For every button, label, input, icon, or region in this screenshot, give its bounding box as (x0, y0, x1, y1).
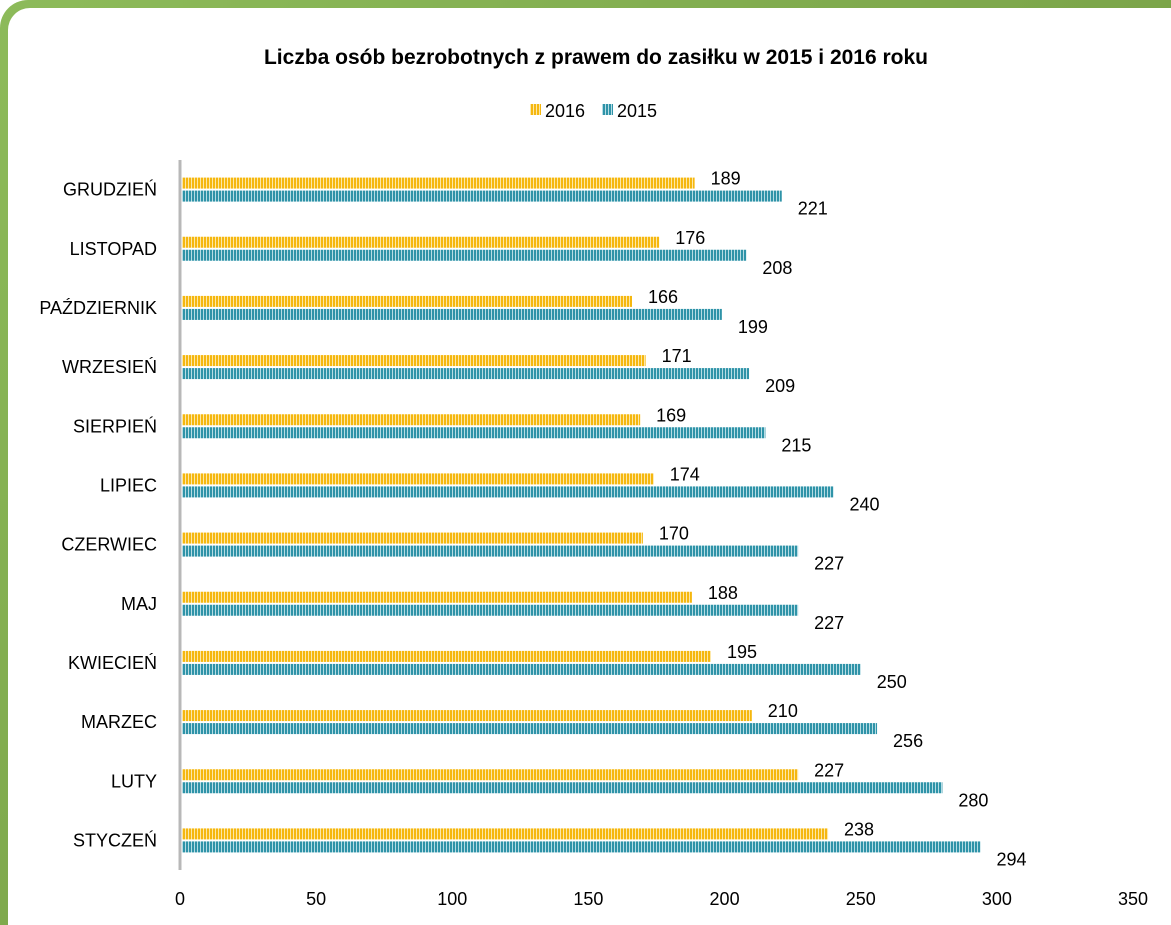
category-label: PAŹDZIERNIK (39, 298, 157, 318)
data-label-2015: 208 (762, 258, 792, 278)
category-label: MAJ (121, 594, 157, 614)
x-tick-label: 200 (710, 889, 740, 909)
category-label: CZERWIEC (61, 535, 157, 555)
bar-2015 (182, 486, 834, 498)
category-label: SIERPIEŃ (73, 416, 157, 436)
axis: 0 50 100 150 200 250 300 350 (175, 160, 1148, 909)
x-tick-label: 250 (846, 889, 876, 909)
bar-2015 (182, 841, 981, 853)
bar-2016 (182, 828, 829, 840)
bar-2015 (182, 427, 766, 439)
x-tick-label: 150 (573, 889, 603, 909)
data-label-2015: 215 (781, 435, 811, 455)
bar-2016 (182, 295, 632, 307)
data-label-2016: 189 (711, 169, 741, 189)
bar-2015 (182, 782, 943, 794)
category-label: LUTY (111, 771, 157, 791)
category-label: MARZEC (81, 712, 157, 732)
category-label: STYCZEŃ (73, 830, 157, 850)
bar-2015 (182, 368, 750, 380)
chart-title: Liczba osób bezrobotnych z prawem do zas… (264, 46, 928, 69)
data-label-2016: 176 (675, 228, 705, 248)
data-label-2016: 210 (768, 701, 798, 721)
bar-2015 (182, 190, 782, 202)
category-label: LISTOPAD (70, 239, 157, 259)
x-tick-label: 100 (437, 889, 467, 909)
data-label-2016: 171 (662, 346, 692, 366)
category-label: KWIECIEŃ (68, 653, 157, 673)
bar-2016 (182, 414, 641, 426)
data-label-2016: 238 (844, 819, 874, 839)
legend-label: 2015 (617, 101, 657, 121)
data-label-2016: 170 (659, 524, 689, 544)
bar-2016 (182, 355, 646, 367)
bar-2015 (182, 249, 747, 261)
legend-label: 2016 (545, 101, 585, 121)
data-label-2015: 250 (877, 672, 907, 692)
data-label-2015: 294 (997, 849, 1027, 869)
bar-2016 (182, 710, 752, 722)
bars (182, 177, 981, 853)
bar-2016 (182, 236, 660, 248)
bar-2015 (182, 604, 799, 616)
bar-2016 (182, 532, 643, 544)
bar-2015 (182, 545, 799, 557)
category-label: WRZESIEŃ (62, 357, 157, 377)
labels: STYCZEŃ 238 294 LUTY 227 280 MARZEC 210 256 KWIEC… (39, 169, 1026, 870)
x-tick-label: 300 (982, 889, 1012, 909)
data-label-2015: 221 (798, 199, 828, 219)
data-label-2016: 166 (648, 287, 678, 307)
data-label-2015: 280 (958, 790, 988, 810)
category-label: GRUDZIEŃ (63, 180, 157, 200)
data-label-2016: 188 (708, 583, 738, 603)
x-tick-label: 50 (306, 889, 326, 909)
data-label-2015: 209 (765, 376, 795, 396)
data-label-2016: 174 (670, 464, 700, 484)
bar-2016 (182, 591, 692, 603)
data-label-2015: 199 (738, 317, 768, 337)
data-label-2015: 227 (814, 554, 844, 574)
bar-2015 (182, 723, 878, 735)
x-tick-label: 0 (175, 889, 185, 909)
data-label-2015: 240 (849, 494, 879, 514)
data-label-2016: 195 (727, 642, 757, 662)
bar-2016 (182, 473, 654, 485)
legend-swatch-2016 (530, 104, 541, 115)
data-label-2016: 169 (656, 405, 686, 425)
bar-2016 (182, 769, 799, 781)
bar-2015 (182, 308, 722, 320)
data-label-2015: 227 (814, 613, 844, 633)
legend: 2016 2015 (530, 101, 657, 121)
data-label-2015: 256 (893, 731, 923, 751)
x-tick-label: 350 (1118, 889, 1148, 909)
data-label-2016: 227 (814, 760, 844, 780)
bar-2016 (182, 177, 695, 189)
category-label: LIPIEC (100, 475, 157, 495)
bar-2015 (182, 663, 861, 675)
legend-swatch-2015 (602, 104, 613, 115)
bar-2016 (182, 650, 711, 662)
